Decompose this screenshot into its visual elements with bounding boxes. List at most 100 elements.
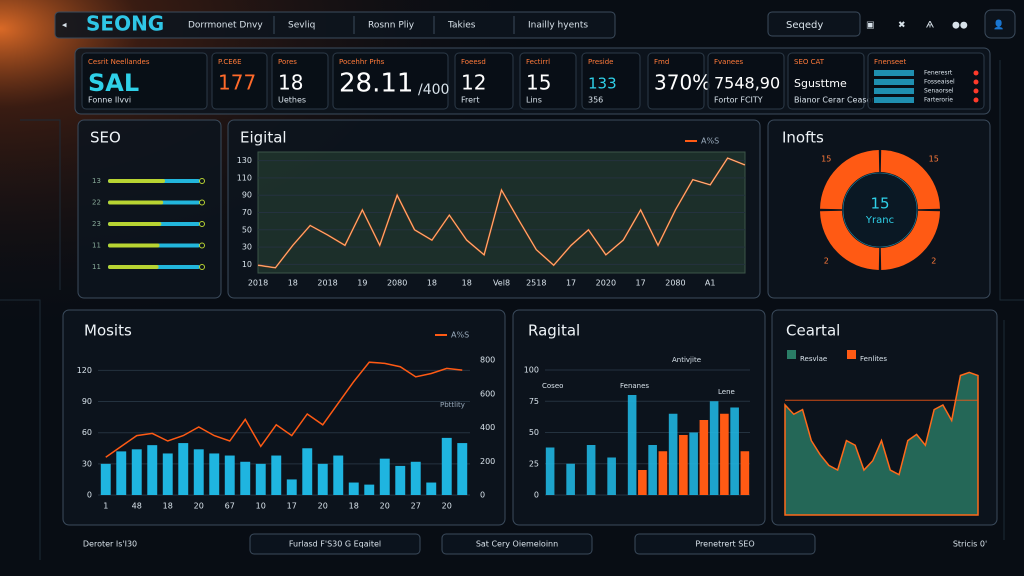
- nav-item[interactable]: Sevliq: [288, 21, 315, 31]
- bar: [348, 482, 359, 495]
- footer-label[interactable]: Sat Cery Oiemeloinn: [476, 540, 558, 549]
- kpi-label: Preside: [588, 58, 613, 66]
- logo: SEONG: [86, 12, 164, 36]
- user-button[interactable]: [984, 9, 1016, 39]
- footer-button[interactable]: [441, 533, 593, 555]
- y-tick-label: 25: [529, 459, 539, 468]
- x-tick-label: 18: [462, 279, 472, 288]
- bar: [740, 451, 750, 495]
- segment-label: 2: [931, 256, 936, 265]
- kpi-value: 15: [526, 71, 551, 95]
- x-tick-label: 17: [566, 279, 576, 288]
- annotation: Coseo: [542, 382, 563, 390]
- bar: [457, 443, 468, 495]
- bar: [286, 479, 297, 495]
- kpi-note: Frert: [461, 96, 479, 105]
- kpi-label: P.CE6E: [218, 58, 242, 66]
- x-tick-label: 17: [636, 279, 646, 288]
- bar: [209, 453, 220, 495]
- segment-label: 15: [929, 155, 939, 164]
- user-icon[interactable]: 👤: [993, 19, 1004, 31]
- y2-tick-label: 600: [480, 389, 495, 398]
- kpi-label: Cesrit Neellandes: [88, 58, 150, 66]
- y-tick-label: 50: [529, 428, 539, 437]
- icon[interactable]: ✖: [898, 21, 906, 31]
- bar: [131, 449, 142, 495]
- kpi-item: Fosseaisel: [924, 79, 955, 86]
- kpi-note: Fortor FCITY: [714, 96, 763, 105]
- kpi-value: 177: [218, 71, 256, 95]
- bar: [302, 448, 313, 495]
- bar: [668, 413, 678, 495]
- bar: [658, 451, 668, 495]
- panel-title: Ragital: [528, 322, 580, 340]
- y-tick-label: 130: [237, 156, 252, 165]
- annotation: Antivjite: [672, 356, 701, 364]
- x-tick-label: 17: [287, 502, 297, 511]
- donut-segment: [880, 150, 940, 210]
- kpi-card: [332, 52, 449, 110]
- x-tick-label: 2020: [596, 279, 616, 288]
- y-tick-label: 10: [242, 260, 252, 269]
- kpi-card: [454, 52, 514, 110]
- kpi-item: Feneresrt: [924, 70, 953, 77]
- x-tick-label: 48: [132, 502, 142, 511]
- back-icon: ◂: [62, 21, 67, 31]
- icon[interactable]: ▣: [866, 21, 875, 31]
- footer-button[interactable]: [634, 533, 816, 555]
- panel: [62, 309, 506, 526]
- bar: [689, 432, 698, 495]
- kpi-card: [271, 52, 329, 110]
- bar: [255, 463, 266, 495]
- kpi-label: Pores: [278, 58, 297, 66]
- search-box[interactable]: [767, 11, 861, 37]
- y-tick-label: 90: [242, 191, 252, 200]
- nav-item[interactable]: Rosnn Pliy: [368, 21, 415, 31]
- legend-label: A%S: [701, 137, 719, 146]
- kpi-item: Senaorsel: [924, 88, 954, 95]
- kpi-dot: [973, 79, 979, 85]
- x-tick-label: Vel8: [493, 279, 510, 288]
- kpi-card: [581, 52, 641, 110]
- footer-label: Deroter Is'I30: [83, 540, 137, 549]
- x-tick-label: 2080: [665, 279, 685, 288]
- y-tick-label: 50: [242, 225, 252, 234]
- footer-label[interactable]: Furlasd F'S30 G Eqaitel: [289, 540, 381, 549]
- panel-title: SEO: [90, 129, 121, 147]
- kpi-value: SAL: [88, 69, 139, 97]
- x-tick-label: 2018: [317, 279, 337, 288]
- kpi-value: 7548,90: [714, 74, 780, 93]
- x-tick-label: 67: [225, 502, 235, 511]
- nav-item[interactable]: Dorrmonet Dnvy: [188, 21, 263, 31]
- footer-button[interactable]: [249, 533, 421, 555]
- y-tick-label: 110: [237, 173, 252, 182]
- kpi-value: 28.11: [339, 69, 413, 99]
- panel: [77, 119, 222, 299]
- area: [784, 371, 979, 516]
- icon[interactable]: ●●: [952, 21, 968, 31]
- bar: [441, 437, 452, 495]
- bar: [108, 243, 160, 248]
- bar: [178, 443, 189, 495]
- bar: [545, 447, 555, 495]
- row-label: 11: [92, 263, 101, 271]
- y-tick-label: 70: [242, 208, 252, 217]
- bar: [317, 463, 328, 495]
- footer-label[interactable]: Prenetrert SEO: [695, 540, 754, 549]
- kpi-icon: [874, 70, 914, 76]
- icon[interactable]: Ѧ: [926, 21, 934, 31]
- donut-segment: [880, 210, 940, 270]
- search-text[interactable]: Seqedy: [786, 20, 823, 31]
- kpi-card: [519, 52, 577, 110]
- nav-item[interactable]: Inailly hyents: [528, 21, 588, 31]
- end-dot: [199, 221, 205, 227]
- legend-label: Resvlae: [800, 355, 827, 363]
- nav-item[interactable]: Takies: [447, 21, 476, 31]
- bar: [193, 449, 204, 495]
- kpi-value: 18: [278, 71, 303, 95]
- donut-segment: [820, 150, 880, 210]
- bar: [108, 222, 162, 226]
- row-label: 22: [92, 199, 101, 207]
- x-tick-label: 18: [288, 279, 298, 288]
- x-tick-label: 27: [411, 502, 421, 511]
